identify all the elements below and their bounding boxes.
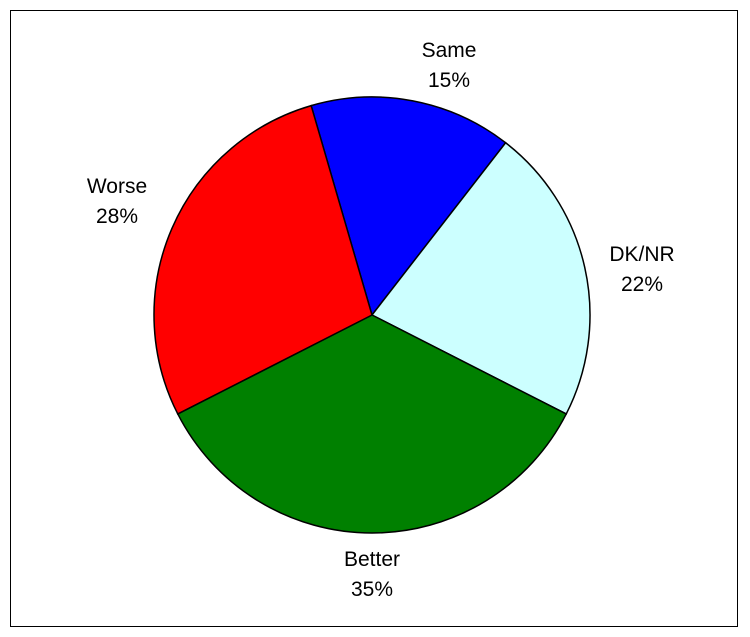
slice-label-worse: Worse <box>87 175 147 198</box>
slice-value-same: 15% <box>428 69 470 92</box>
pie-slice-dk-nr <box>370 141 591 415</box>
pie-slice-same <box>310 96 507 317</box>
pie-slice-better <box>176 314 568 534</box>
chart-frame: Same 15% DK/NR 22% Better 35% Worse 28% <box>10 10 738 627</box>
pie-slice-worse <box>153 104 373 415</box>
slice-label-better: Better <box>344 548 400 571</box>
slice-value-better: 35% <box>351 578 393 601</box>
pie-chart: Same 15% DK/NR 22% Better 35% Worse 28% <box>87 39 675 601</box>
slice-label-same: Same <box>422 39 477 62</box>
slice-value-dk-nr: 22% <box>621 273 663 296</box>
slice-label-dk-nr: DK/NR <box>609 243 674 266</box>
slice-value-worse: 28% <box>96 205 138 228</box>
